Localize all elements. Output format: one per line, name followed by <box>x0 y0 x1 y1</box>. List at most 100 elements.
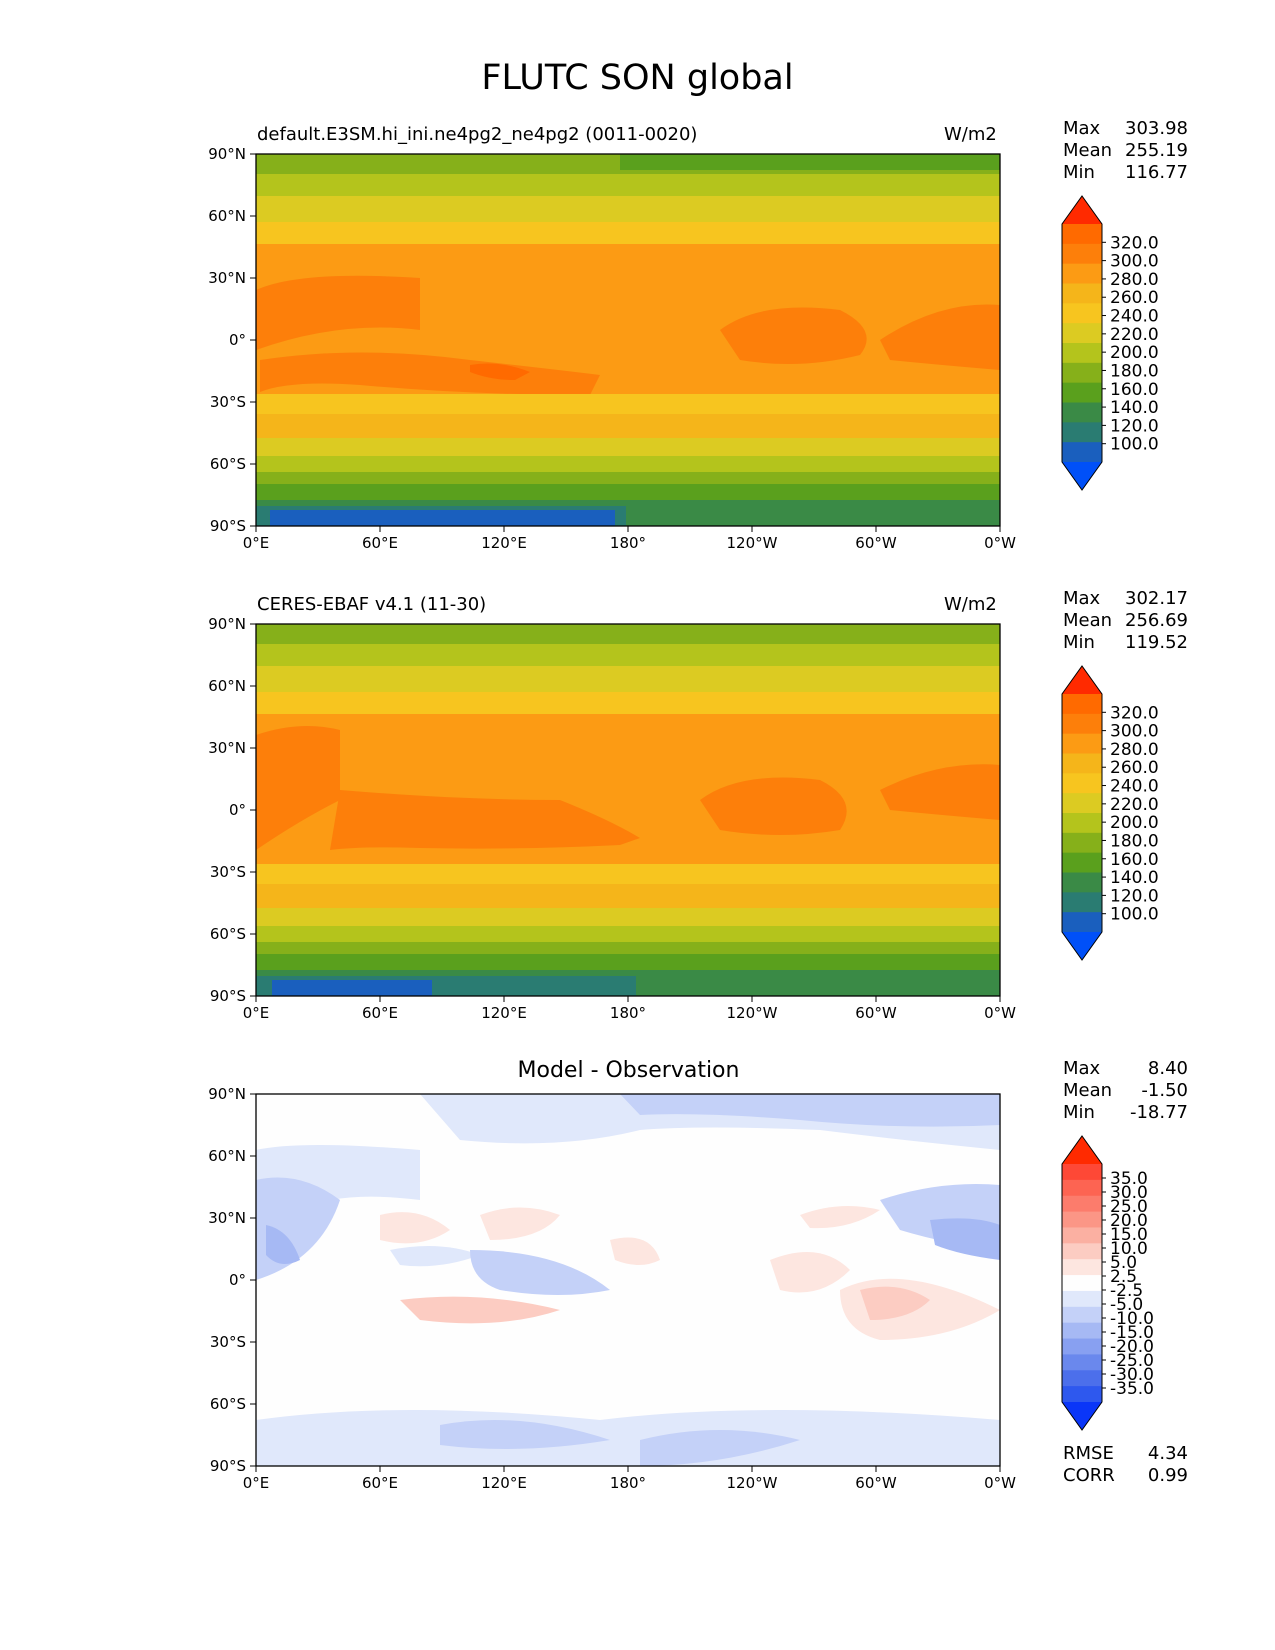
lon-tick-label: 0°W <box>984 1474 1016 1492</box>
lon-tick-label: 120°E <box>481 534 527 552</box>
colorbar-tick-label: 15.0 <box>1110 1225 1148 1245</box>
lon-tick-label: 180° <box>610 1004 646 1022</box>
colorbar-extend-min <box>1062 1402 1102 1430</box>
colorbar-segment <box>1062 402 1102 423</box>
colorbar-segment <box>1062 892 1102 913</box>
lat-tick-label: 60°N <box>208 1147 246 1165</box>
lat-tick-label: 90°S <box>210 987 246 1005</box>
colorbar-tick-label: 180.0 <box>1110 361 1159 381</box>
panel2-max-label: Max <box>1063 588 1101 609</box>
colorbar-tick-label: 160.0 <box>1110 850 1159 870</box>
colorbar-segment <box>1062 733 1102 755</box>
colorbar-tick-label: -25.0 <box>1110 1351 1154 1371</box>
colorbar-segment <box>1062 773 1102 794</box>
panel2-min-value: 119.52 <box>1125 632 1188 653</box>
colorbar-segment <box>1062 362 1102 384</box>
colorbar-segment <box>1062 243 1102 265</box>
panel1-mean-value: 255.19 <box>1125 140 1188 161</box>
colorbar-tick-label: -2.5 <box>1110 1281 1143 1301</box>
obs-contour-fill <box>256 624 1000 996</box>
colorbar-segment <box>1062 1259 1102 1276</box>
colorbar-tick-label: 25.0 <box>1110 1197 1148 1217</box>
colorbar-tick-label: 30.0 <box>1110 1183 1148 1203</box>
map-panel-obs <box>255 623 1001 997</box>
colorbar-segment <box>1062 442 1102 463</box>
lat-tick-label: 90°S <box>210 1457 246 1475</box>
colorbar-tick-label: 240.0 <box>1110 777 1159 797</box>
colorbar-outline <box>1061 1135 1103 1431</box>
colorbar-tick-label: 320.0 <box>1110 703 1159 723</box>
colorbar-segment <box>1062 1386 1102 1403</box>
colorbar-tick-label: 280.0 <box>1110 740 1159 760</box>
lat-tick-label: 60°S <box>210 455 246 473</box>
lat-tick-label: 90°N <box>208 1085 246 1103</box>
panel3-title: Model - Observation <box>517 1058 740 1083</box>
lat-tick-label: 30°N <box>208 269 246 287</box>
colorbar-segment <box>1062 263 1102 285</box>
rmse-label: RMSE <box>1063 1443 1114 1464</box>
colorbar-segment <box>1062 224 1102 245</box>
colorbar-panel-3: 35.030.025.020.015.010.05.02.5-2.5-5.0-1… <box>1061 1135 1154 1431</box>
axes-panel-1: 90°N 60°N 30°N 0° 30°S 60°S 90°S0°E 60°E 120°E 18… <box>208 145 1016 552</box>
colorbar-tick-label: -10.0 <box>1110 1309 1154 1329</box>
colorbar-segment <box>1062 912 1102 933</box>
colorbar-outline <box>1061 665 1103 961</box>
panel2-mean-label: Mean <box>1063 610 1113 631</box>
colorbar-tick-label: -20.0 <box>1110 1337 1154 1357</box>
colorbar-segment <box>1062 283 1102 304</box>
lon-tick-label: 120°W <box>727 1474 778 1492</box>
lat-tick-label: 90°S <box>210 517 246 535</box>
panel2-mean-value: 256.69 <box>1125 610 1188 631</box>
colorbar-segment <box>1062 832 1102 854</box>
colorbar-segment <box>1062 694 1102 715</box>
colorbar-panel-1: 320.0300.0280.0260.0240.0220.0200.0180.0… <box>1061 195 1159 491</box>
colorbar-tick-label: 220.0 <box>1110 325 1159 345</box>
colorbar-extend-min <box>1062 932 1102 960</box>
panel2-min-label: Min <box>1063 632 1095 653</box>
colorbar-tick-label: 260.0 <box>1110 758 1159 778</box>
corr-value: 0.99 <box>1147 1465 1188 1486</box>
lat-tick-label: 60°N <box>208 677 246 695</box>
lon-tick-label: 180° <box>610 1474 646 1492</box>
map-panel-model <box>255 153 1001 527</box>
colorbar-tick-label: 10.0 <box>1110 1239 1148 1259</box>
colorbar-segment <box>1062 1195 1102 1213</box>
lon-tick-label: 120°W <box>727 1004 778 1022</box>
panel1-max-value: 303.98 <box>1125 118 1188 139</box>
colorbar-segment <box>1062 1211 1102 1229</box>
colorbar-segment <box>1062 323 1102 344</box>
colorbar-tick-label: 20.0 <box>1110 1211 1148 1231</box>
colorbar-extend-max <box>1062 196 1102 224</box>
lat-tick-label: 30°S <box>210 863 246 881</box>
map-panel-diff <box>255 1093 1001 1467</box>
colorbar-segment <box>1062 1290 1102 1308</box>
colorbar-extend-max <box>1062 1136 1102 1164</box>
lat-tick-label: 30°N <box>208 739 246 757</box>
colorbar-tick-label: -35.0 <box>1110 1379 1154 1399</box>
panel2-max-value: 302.17 <box>1125 588 1188 609</box>
colorbar-tick-label: 160.0 <box>1110 380 1159 400</box>
axes-panel-3: 90°N 60°N 30°N 0° 30°S 60°S 90°S0°E 60°E 120°E 18… <box>208 1085 1016 1492</box>
colorbar-tick-label: 120.0 <box>1110 886 1159 906</box>
model-contour-fill <box>256 154 1000 526</box>
colorbar-tick-label: 240.0 <box>1110 307 1159 327</box>
lon-tick-label: 60°E <box>362 1004 398 1022</box>
lon-tick-label: 120°W <box>727 534 778 552</box>
lat-tick-label: 30°S <box>210 393 246 411</box>
lat-tick-label: 30°S <box>210 1333 246 1351</box>
lat-tick-label: 0° <box>229 1271 246 1289</box>
lon-tick-label: 0°W <box>984 1004 1016 1022</box>
colorbar-segment <box>1062 343 1102 364</box>
panel3-min-label: Min <box>1063 1102 1095 1123</box>
rmse-value: 4.34 <box>1147 1443 1188 1464</box>
lat-tick-label: 90°N <box>208 615 246 633</box>
panel3-max-value: 8.40 <box>1147 1058 1188 1079</box>
lon-tick-label: 60°E <box>362 1474 398 1492</box>
lon-tick-label: 60°E <box>362 534 398 552</box>
colorbar-segment <box>1062 1322 1102 1340</box>
colorbar-segment <box>1062 382 1102 404</box>
panel3-mean-label: Mean <box>1063 1080 1113 1101</box>
colorbar-tick-label: 220.0 <box>1110 795 1159 815</box>
colorbar-tick-label: 100.0 <box>1110 905 1159 925</box>
